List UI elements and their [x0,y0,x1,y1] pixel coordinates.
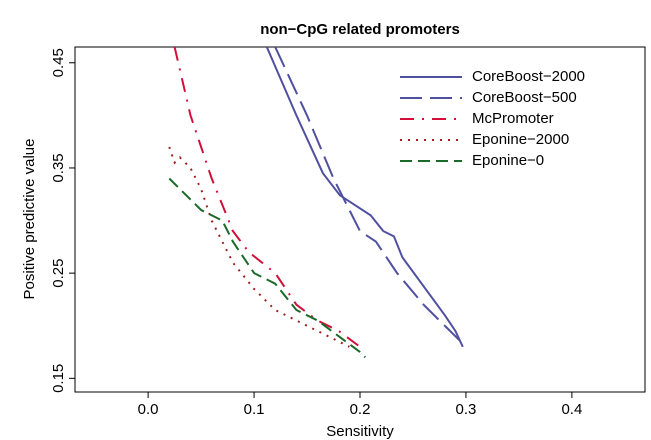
legend-label: CoreBoost−500 [472,89,577,106]
x-tick-label: 0.3 [456,401,477,418]
legend-label: Eponine−2000 [472,131,569,148]
x-tick-label: 0.1 [244,401,265,418]
y-tick-label: 0.15 [50,364,67,393]
y-axis-label: Positive predictive value [21,139,38,300]
x-tick-label: 0.2 [350,401,371,418]
legend-label: Eponine−0 [472,152,544,169]
x-axis-label: Sensitivity [326,423,394,440]
x-tick-label: 0.0 [138,401,159,418]
x-tick-label: 0.4 [561,401,582,418]
line-series [168,146,350,348]
y-tick-label: 0.25 [50,259,67,288]
legend-label: McPromoter [472,110,554,127]
chart-title: non−CpG related promoters [260,21,460,38]
line-series [173,47,361,348]
legend-label: CoreBoost−2000 [472,68,585,85]
line-series [274,47,462,343]
y-tick-label: 0.45 [50,48,67,77]
line-series [265,47,464,348]
line-series [168,177,367,359]
y-tick-label: 0.35 [50,153,67,182]
